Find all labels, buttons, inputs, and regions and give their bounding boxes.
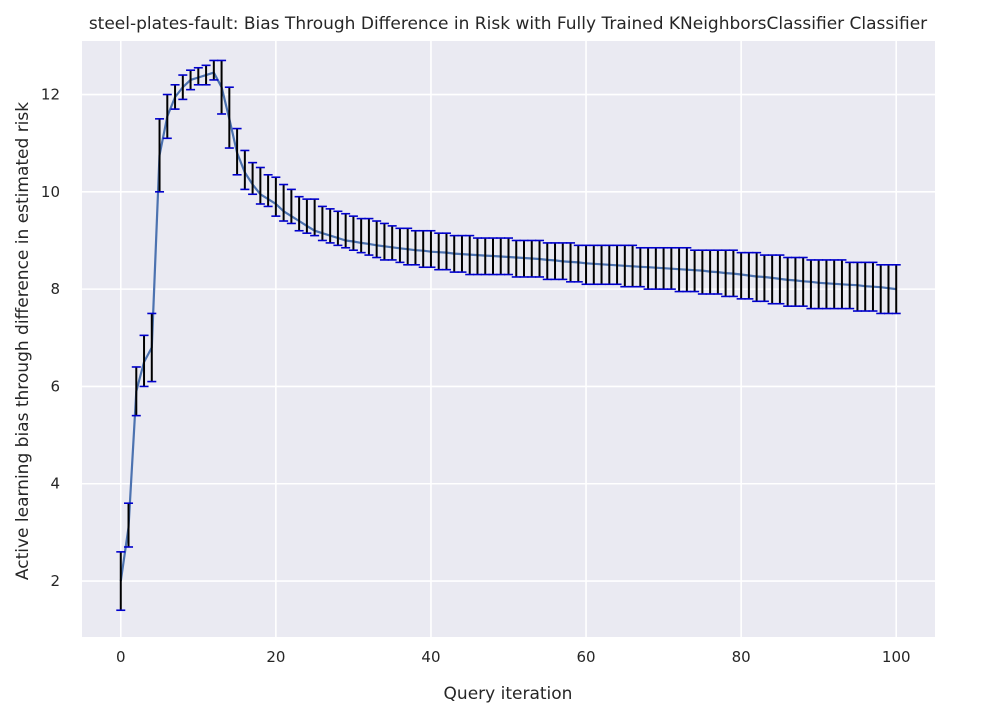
x-tick-label: 100 — [882, 648, 911, 666]
y-tick-label: 6 — [50, 377, 60, 395]
x-tick-label: 80 — [732, 648, 751, 666]
y-tick-label: 2 — [50, 572, 60, 590]
y-tick-label: 12 — [41, 86, 60, 104]
y-tick-label: 8 — [50, 280, 60, 298]
x-tick-labels: 0 20 40 60 80 100 — [116, 648, 911, 666]
x-axis-label: Query iteration — [444, 684, 573, 704]
error-bars — [116, 59, 901, 612]
y-axis-label: Active learning bias through difference … — [13, 102, 33, 580]
x-tick-label: 0 — [116, 648, 126, 666]
y-tick-label: 10 — [41, 183, 60, 201]
chart-title: steel-plates-fault: Bias Through Differe… — [89, 14, 927, 34]
plot-area — [82, 41, 935, 637]
x-tick-label: 60 — [576, 648, 595, 666]
x-tick-label: 40 — [421, 648, 440, 666]
x-tick-label: 20 — [266, 648, 285, 666]
y-tick-label: 4 — [50, 475, 60, 493]
y-tick-labels: 2 4 6 8 10 12 — [41, 86, 60, 591]
